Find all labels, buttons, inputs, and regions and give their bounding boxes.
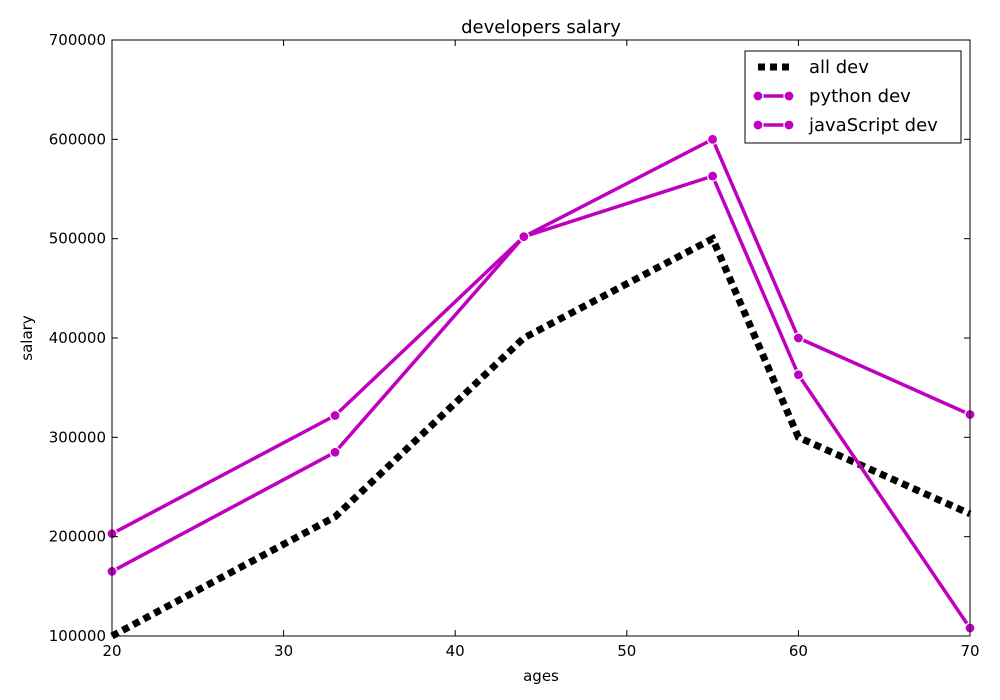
y-tick-label-3: 400000	[49, 329, 106, 347]
data-point-javascript-dev-3	[706, 170, 719, 182]
y-tick-label-4: 500000	[49, 230, 106, 248]
y-tick-label-5: 600000	[49, 130, 106, 148]
x-tick-label-0: 20	[102, 642, 121, 660]
y-tick-labels: 100000 200000 300000 400000 500000 600000 7000…	[49, 31, 106, 645]
x-axis-label: ages	[523, 667, 559, 685]
axis-ticks	[111, 39, 971, 637]
y-tick-label-0: 100000	[49, 627, 106, 645]
data-point-python-dev-4	[792, 332, 805, 344]
data-point-javascript-dev-4	[792, 369, 805, 381]
legend-marker-python-dev-1	[783, 90, 795, 102]
data-point-python-dev-3	[706, 133, 719, 145]
y-axis-label: salary	[18, 315, 36, 361]
legend-items: all dev python dev javaScript dev	[752, 57, 938, 136]
y-tick-label-1: 200000	[49, 528, 106, 546]
legend-marker-python-dev-0	[752, 90, 764, 102]
data-point-javascript-dev-1	[329, 446, 341, 458]
x-tick-label-1: 30	[274, 642, 293, 660]
data-point-javascript-dev-2	[518, 231, 530, 243]
legend-label-javascript-dev: javaScript dev	[808, 115, 938, 136]
legend: all dev python dev javaScript dev	[744, 50, 962, 144]
y-tick-label-6: 700000	[49, 31, 106, 49]
series-line-all-dev	[110, 233, 972, 640]
legend-label-python-dev: python dev	[809, 86, 911, 107]
series-line-python-dev	[111, 136, 971, 536]
legend-marker-javascript-dev-0	[752, 119, 764, 131]
x-tick-label-4: 60	[789, 642, 808, 660]
series-line-javascript-dev	[111, 173, 972, 630]
x-tick-labels: 20 30 40 50 60 70	[102, 642, 979, 660]
data-point-python-dev-1	[329, 409, 341, 422]
x-tick-label-5: 70	[960, 642, 979, 660]
x-tick-label-2: 40	[446, 642, 465, 660]
y-tick-label-2: 300000	[49, 428, 106, 446]
plot-lines	[110, 136, 972, 640]
x-tick-label-3: 50	[617, 642, 636, 660]
legend-marker-javascript-dev-1	[783, 119, 795, 131]
legend-label-all-dev: all dev	[809, 57, 869, 78]
chart-title: developers salary	[461, 17, 621, 38]
